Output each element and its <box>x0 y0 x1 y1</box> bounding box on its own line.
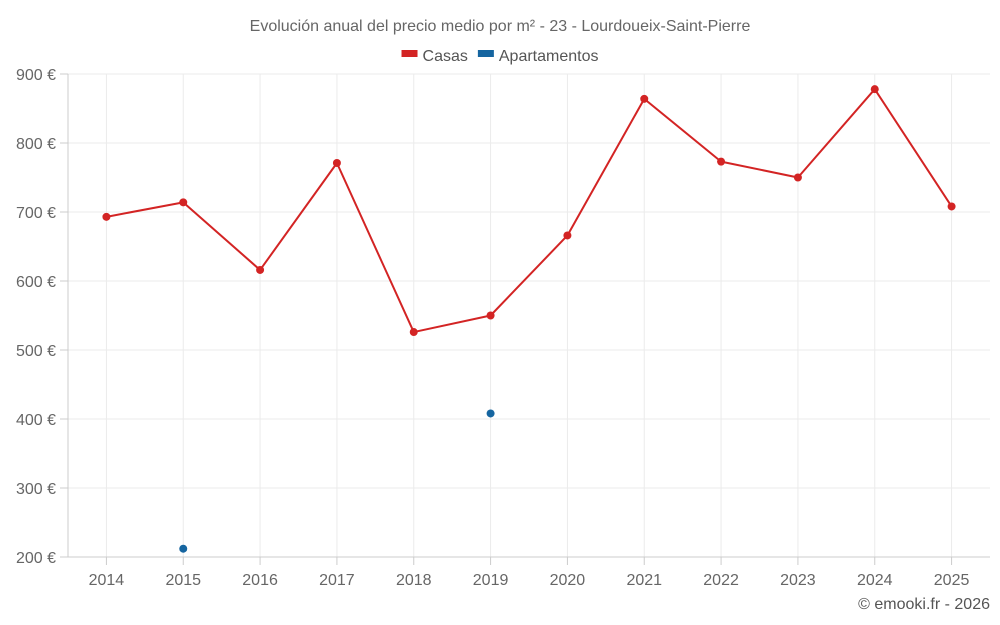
data-point-casas[interactable] <box>332 159 341 168</box>
legend-item-apartamentos[interactable]: Apartamentos <box>477 48 599 65</box>
y-tick-label: 600 € <box>16 274 56 291</box>
data-point-casas[interactable] <box>870 85 879 94</box>
data-point-casas[interactable] <box>256 265 265 274</box>
x-tick-label: 2016 <box>242 572 278 589</box>
x-tick-label: 2019 <box>473 572 509 589</box>
data-point-apartamentos[interactable] <box>179 544 188 553</box>
series <box>102 85 956 553</box>
data-point-casas[interactable] <box>793 173 802 182</box>
x-tick-label: 2025 <box>934 572 970 589</box>
y-tick-label: 800 € <box>16 136 56 153</box>
series-line-casas <box>106 88 953 334</box>
y-tick-label: 700 € <box>16 205 56 222</box>
legend-item-casas[interactable]: Casas <box>401 48 468 65</box>
x-tick-label: 2014 <box>89 572 125 589</box>
data-point-apartamentos[interactable] <box>486 409 495 418</box>
legend-swatch <box>401 50 418 57</box>
chart-title: Evolución anual del precio medio por m² … <box>250 18 751 35</box>
data-point-casas[interactable] <box>486 311 495 320</box>
x-tick-label: 2017 <box>319 572 355 589</box>
data-point-casas[interactable] <box>179 198 188 207</box>
x-tick-label: 2022 <box>703 572 739 589</box>
axes: 200 € 300 € 400 € 500 € 600 € 700 € 800 € 900 €… <box>16 67 990 589</box>
y-tick-label: 400 € <box>16 412 56 429</box>
y-tick-label: 900 € <box>16 67 56 84</box>
data-point-casas[interactable] <box>640 94 649 103</box>
x-tick-label: 2018 <box>396 572 432 589</box>
data-point-casas[interactable] <box>563 231 572 240</box>
legend-label: Apartamentos <box>499 48 599 65</box>
grid <box>68 73 990 558</box>
y-tick-label: 200 € <box>16 550 56 567</box>
legend-swatch <box>477 50 494 57</box>
x-tick-label: 2021 <box>626 572 662 589</box>
data-point-casas[interactable] <box>947 202 956 211</box>
x-tick-label: 2023 <box>780 572 816 589</box>
legend-label: Casas <box>423 48 468 65</box>
x-tick-label: 2020 <box>550 572 586 589</box>
data-point-casas[interactable] <box>409 328 418 337</box>
y-tick-label: 500 € <box>16 343 56 360</box>
data-point-casas[interactable] <box>102 212 111 221</box>
credit-label: © emooki.fr - 2026 <box>858 596 990 613</box>
data-point-casas[interactable] <box>717 157 726 166</box>
x-tick-label: 2015 <box>165 572 201 589</box>
y-tick-label: 300 € <box>16 481 56 498</box>
x-tick-label: 2024 <box>857 572 893 589</box>
legend: Casas Apartamentos <box>401 48 599 65</box>
